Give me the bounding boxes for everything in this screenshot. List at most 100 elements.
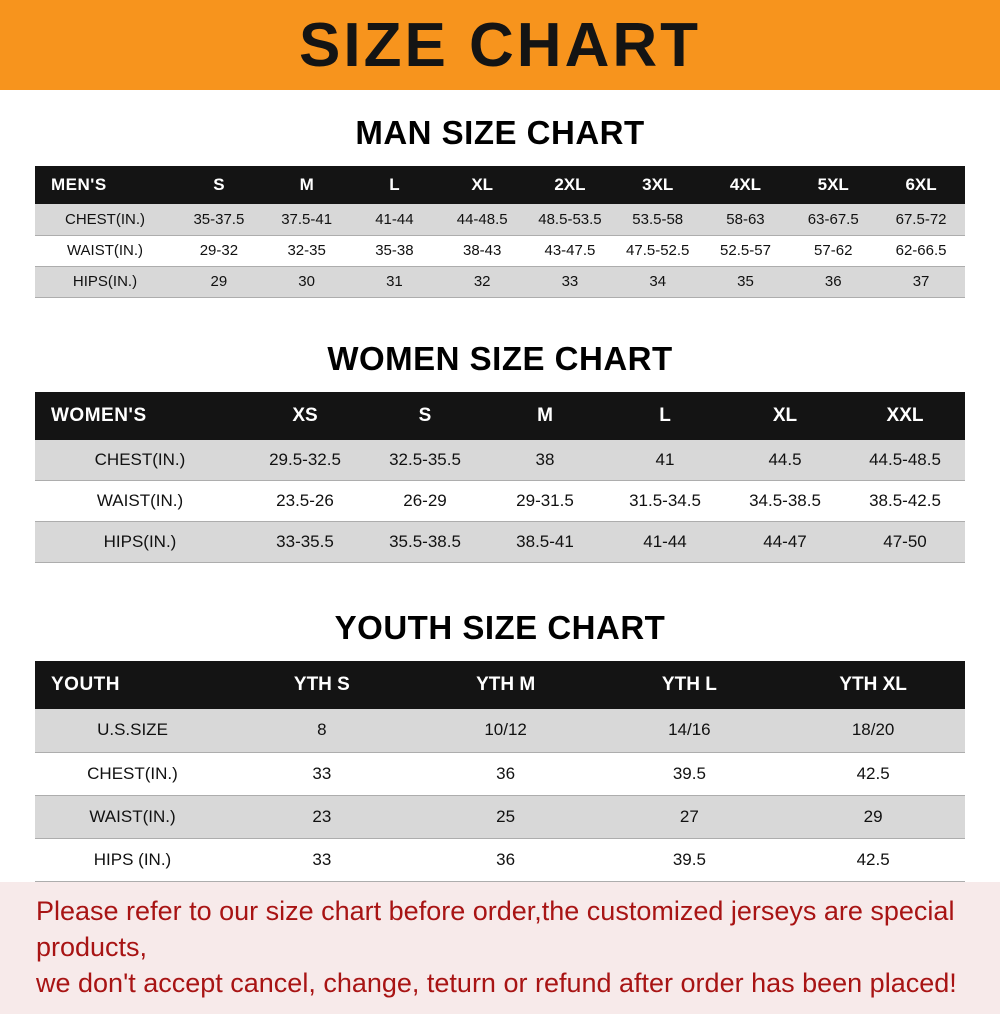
size-value-cell: 47-50: [883, 532, 927, 551]
notice-line-2: we don't accept cancel, change, teturn o…: [36, 967, 957, 998]
size-value-cell: 35.5-38.5: [389, 532, 461, 551]
table-header-row: YOUTH YTH S YTH M YTH L YTH XL: [35, 661, 965, 709]
row-label: U.S.SIZE: [97, 720, 168, 740]
size-value-cell: 33-35.5: [276, 532, 334, 551]
row-label: HIPS(IN.): [103, 532, 177, 551]
size-value-cell: 35: [737, 273, 754, 290]
table-row: U.S.SIZE 8 10/12 14/16 18/20: [35, 709, 965, 752]
row-label: HIPS(IN.): [72, 273, 138, 290]
size-value-cell: 29: [210, 273, 228, 290]
women-size-table: WOMEN'S XS S M L XL XXL CHEST(IN.) 29.5-32.5 32.5…: [35, 391, 965, 564]
size-value-cell: 67.5-72: [895, 210, 947, 228]
size-value-cell: 14/16: [668, 720, 711, 740]
size-value-cell: 33: [561, 273, 579, 290]
size-value-cell: 41-44: [643, 532, 687, 551]
youth-size-table: YOUTH YTH S YTH M YTH L YTH XL U.S.SIZE 8 10/12…: [35, 661, 965, 882]
column-header: YTH L: [597, 661, 782, 709]
size-value-cell: 42.5: [856, 763, 890, 783]
youth-section-heading: YOUTH SIZE CHART: [334, 609, 666, 646]
column-header: M: [485, 391, 605, 440]
size-value-cell: 29-31.5: [516, 491, 574, 510]
size-value-cell: 44.5: [768, 449, 802, 469]
size-value-cell: 33: [312, 763, 332, 783]
size-value-cell: 23.5-26: [276, 491, 334, 510]
column-header: M: [262, 166, 351, 204]
size-value-cell: 32-35: [287, 242, 326, 259]
size-value-cell: 39.5: [672, 763, 706, 783]
row-label: CHEST(IN.): [94, 449, 186, 469]
size-value-cell: 48.5-53.5: [538, 210, 602, 228]
size-value-cell: 53.5-58: [632, 210, 684, 228]
size-value-cell: 62-66.5: [895, 242, 947, 259]
table-title: YOUTH: [35, 661, 230, 709]
size-value-cell: 41: [655, 449, 675, 469]
notice-line-1: Please refer to our size chart before or…: [36, 895, 955, 962]
size-value-cell: 42.5: [856, 849, 890, 869]
row-label: WAIST(IN.): [96, 491, 184, 510]
table-row: HIPS(IN.) 33-35.5 35.5-38.5 38.5-41 41-44 44-…: [35, 521, 965, 563]
size-value-cell: 29: [863, 806, 883, 826]
size-value-cell: 23: [312, 806, 332, 826]
size-value-cell: 18/20: [851, 720, 895, 740]
size-value-cell: 30: [298, 273, 315, 290]
size-value-cell: 47.5-52.5: [626, 242, 690, 259]
column-header: 3XL: [613, 166, 702, 204]
table-row: CHEST(IN.) 35-37.5 37.5-41 41-44 44-48.5 48.5…: [35, 204, 965, 235]
size-value-cell: 26-29: [403, 491, 447, 510]
table-row: HIPS (IN.) 33 36 39.5 42.5: [35, 838, 965, 881]
column-header: 2XL: [526, 166, 614, 204]
table-header-row: WOMEN'S XS S M L XL XXL: [35, 391, 965, 440]
table-title: WOMEN'S: [35, 391, 245, 440]
column-header: XXL: [845, 391, 965, 440]
column-header: YTH S: [230, 661, 414, 709]
size-value-cell: 27: [679, 806, 699, 826]
order-notice: Please refer to our size chart before or…: [0, 881, 1000, 1014]
column-header: S: [365, 391, 485, 440]
size-value-cell: 31.5-34.5: [629, 491, 701, 510]
table-row: CHEST(IN.) 33 36 39.5 42.5: [35, 752, 965, 795]
row-label: WAIST(IN.): [89, 806, 176, 826]
table-title: MEN'S: [35, 166, 175, 204]
column-header: 5XL: [789, 166, 878, 204]
row-label: HIPS (IN.): [93, 849, 172, 869]
size-value-cell: 10/12: [484, 720, 527, 740]
size-value-cell: 8: [317, 720, 327, 740]
column-header: L: [350, 166, 439, 204]
size-value-cell: 57-62: [814, 242, 853, 259]
page-title: SIZE CHART: [299, 10, 701, 80]
size-value-cell: 25: [496, 806, 516, 826]
size-value-cell: 31: [386, 273, 403, 290]
column-header: 4XL: [701, 166, 790, 204]
size-value-cell: 32: [473, 273, 491, 290]
column-header: YTH XL: [781, 661, 965, 709]
size-value-cell: 37.5-41: [281, 210, 333, 228]
size-value-cell: 41-44: [375, 210, 414, 228]
size-value-cell: 35-37.5: [193, 210, 245, 228]
men-size-table: MEN'S S M L XL 2XL 3XL 4XL 5XL 6XL CHEST(IN.) 35-37…: [35, 166, 965, 298]
column-header: XL: [438, 166, 527, 204]
size-value-cell: 44-48.5: [456, 210, 508, 228]
table-row: CHEST(IN.) 29.5-32.5 32.5-35.5 38 41 44.5 44.5…: [35, 439, 965, 481]
size-value-cell: 29.5-32.5: [269, 449, 341, 469]
column-header: L: [605, 391, 725, 440]
row-label: CHEST(IN.): [87, 763, 178, 783]
size-value-cell: 36: [824, 273, 842, 290]
man-section-heading: MAN SIZE CHART: [355, 114, 645, 151]
size-value-cell: 36: [496, 763, 516, 783]
size-value-cell: 43-47.5: [544, 242, 596, 259]
size-value-cell: 37: [912, 273, 930, 290]
table-header-row: MEN'S S M L XL 2XL 3XL 4XL 5XL 6XL: [35, 166, 965, 204]
size-value-cell: 34.5-38.5: [749, 491, 821, 510]
size-value-cell: 35-38: [375, 242, 414, 259]
size-value-cell: 44.5-48.5: [869, 449, 941, 469]
size-value-cell: 52.5-57: [720, 242, 771, 259]
women-section-heading: WOMEN SIZE CHART: [327, 339, 673, 377]
size-value-cell: 44-47: [763, 532, 807, 551]
size-value-cell: 58-63: [726, 210, 765, 228]
size-value-cell: 63-67.5: [807, 210, 859, 228]
size-value-cell: 29-32: [199, 242, 239, 259]
size-value-cell: 39.5: [672, 849, 706, 869]
table-row: WAIST(IN.) 23 25 27 29: [35, 795, 965, 838]
column-header: 6XL: [877, 166, 965, 204]
size-value-cell: 38.5-41: [516, 532, 574, 551]
